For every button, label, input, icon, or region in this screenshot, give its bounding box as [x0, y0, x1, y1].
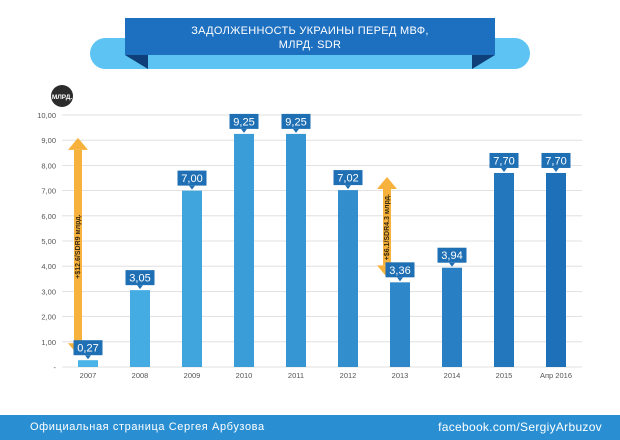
value-label-pointer — [85, 355, 91, 360]
y-tick-label: - — [54, 363, 57, 372]
value-label-box — [229, 113, 259, 129]
y-tick-label: 6,00 — [41, 212, 56, 221]
arrows-layer: +$12.6/SDR9 млрд. +$6.1/SDR4.3 млрд. — [68, 137, 397, 356]
value-label-pointer — [137, 285, 143, 290]
value-label: 7,70 — [493, 155, 514, 167]
chart-subtitle: МЛРД. SDR — [279, 39, 341, 51]
value-label: 3,36 — [389, 265, 410, 277]
value-label: 7,02 — [337, 173, 358, 185]
value-label-box — [177, 170, 207, 186]
unit-badge-label: МЛРД. — [52, 94, 73, 101]
banner-ribbon — [125, 18, 495, 55]
x-tick-label: 2015 — [496, 371, 513, 380]
value-label-pointer — [293, 128, 299, 133]
value-label-pointer — [449, 262, 455, 267]
x-tick-label: 2011 — [288, 371, 304, 380]
value-label: 3,94 — [441, 250, 462, 262]
bar — [286, 133, 306, 367]
footer-facebook-link[interactable]: facebook.com/SergiyArbuzov — [438, 420, 602, 434]
y-tick-label: 4,00 — [41, 262, 56, 271]
value-label-pointer — [345, 185, 351, 190]
value-label-pointer — [241, 128, 247, 133]
x-tick-label: 2010 — [236, 371, 253, 380]
x-tick-label: 2008 — [132, 371, 149, 380]
annotation-arrow-head-up — [377, 176, 397, 189]
value-label-box — [437, 247, 467, 263]
value-label-box — [333, 170, 363, 186]
banner-fold-left — [125, 55, 148, 69]
value-label: 7,00 — [181, 173, 202, 185]
value-label: 7,70 — [545, 155, 566, 167]
y-tick-label: 5,00 — [41, 237, 56, 246]
bar — [130, 290, 150, 367]
chart-title: ЗАДОЛЖЕННОСТЬ УКРАИНЫ ПЕРЕД МВФ, — [191, 25, 429, 37]
footer-page-name: Официальная страница Сергея Арбузова — [30, 421, 265, 433]
y-tick-label: 2,00 — [41, 313, 56, 322]
value-label-box — [385, 262, 415, 278]
y-tick-label: 1,00 — [41, 338, 56, 347]
value-label-pointer — [501, 167, 507, 172]
x-tick-label: 2012 — [340, 371, 357, 380]
x-tick-label: Апр 2016 — [540, 371, 572, 380]
value-label: 9,25 — [285, 116, 306, 128]
value-label-pointer — [553, 167, 559, 172]
footer-bar: Официальная страница Сергея Арбузова fac… — [0, 415, 620, 440]
x-tick-label: 2014 — [444, 371, 461, 380]
annotation-arrow-shaft — [383, 188, 391, 266]
annotation-arrow-shaft — [74, 149, 82, 344]
y-tick-label: 3,00 — [41, 287, 56, 296]
y-tick-label: 9,00 — [41, 136, 56, 145]
y-tick-label: 10,00 — [37, 111, 56, 120]
value-label-box — [281, 113, 311, 129]
value-label-box — [125, 270, 155, 286]
value-label-pointer — [397, 277, 403, 282]
x-tick-label: 2009 — [184, 371, 201, 380]
bar — [78, 360, 98, 367]
title-banner: ЗАДОЛЖЕННОСТЬ УКРАИНЫ ПЕРЕД МВФ, МЛРД. S… — [90, 18, 530, 69]
value-label-pointer — [189, 185, 195, 190]
value-label-box — [73, 340, 103, 356]
bars-layer — [78, 133, 566, 367]
y-tick-label: 7,00 — [41, 187, 56, 196]
labels-layer: 0,27 2007 3,05 2008 7,00 2009 9,25 2010 9,25 2011… — [73, 113, 572, 380]
bar — [182, 190, 202, 367]
banner-fold-right — [472, 55, 495, 69]
value-label-box — [541, 152, 571, 168]
y-tick-label: 8,00 — [41, 161, 56, 170]
value-label: 9,25 — [233, 116, 254, 128]
unit-badge-circle — [51, 85, 73, 107]
bar — [338, 190, 358, 367]
bar — [442, 267, 462, 367]
value-label: 3,05 — [129, 273, 150, 285]
bar — [494, 172, 514, 367]
value-label-box — [489, 152, 519, 168]
bar — [546, 172, 566, 367]
value-label: 0,27 — [77, 343, 98, 355]
x-tick-label: 2007 — [80, 371, 97, 380]
annotation-arrow-head-up — [68, 137, 88, 150]
unit-badge: МЛРД. — [51, 85, 73, 107]
annotation-label: +$12.6/SDR9 млрд. — [75, 214, 82, 278]
x-tick-label: 2013 — [392, 371, 409, 380]
bar — [390, 282, 410, 367]
bar — [234, 133, 254, 367]
annotation-label: +$6.1/SDR4.3 млрд. — [384, 194, 391, 260]
